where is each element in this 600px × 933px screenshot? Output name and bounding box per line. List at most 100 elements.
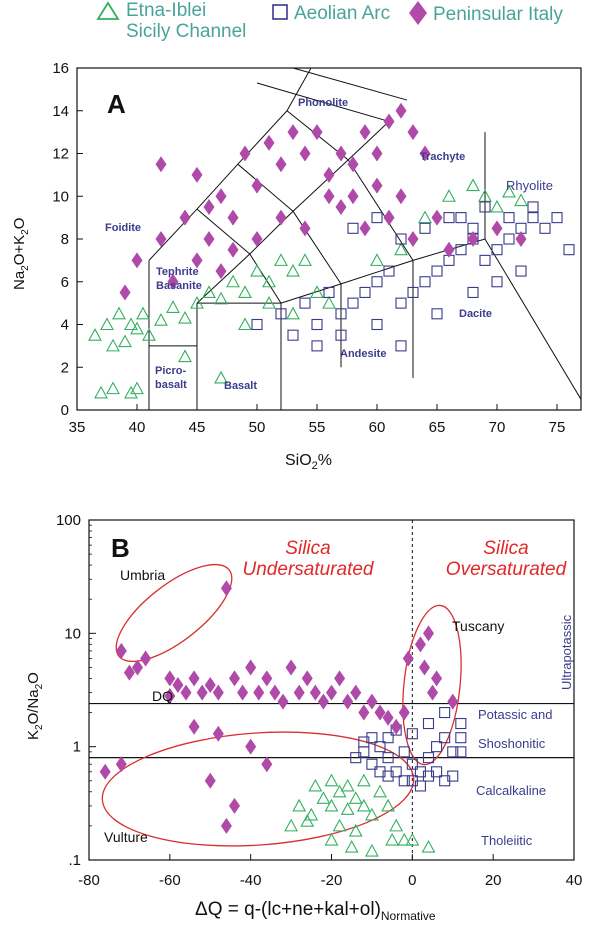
data-point	[310, 285, 324, 298]
data-point	[406, 728, 418, 740]
filled-diamond-icon	[409, 1, 427, 25]
data-point	[309, 684, 321, 701]
data-point	[466, 178, 480, 192]
data-point	[381, 798, 396, 812]
data-point	[167, 273, 179, 290]
a-y-tick-label: 14	[52, 103, 69, 120]
data-point	[414, 780, 426, 792]
data-point	[455, 717, 467, 730]
field-label-basalt: Basalt	[224, 380, 257, 392]
data-point	[190, 295, 204, 309]
data-point	[527, 201, 539, 213]
data-point	[253, 684, 265, 701]
data-point	[317, 693, 329, 710]
data-point	[204, 677, 216, 694]
data-point	[374, 741, 386, 753]
data-point	[124, 385, 138, 399]
data-point	[383, 113, 395, 130]
data-point	[335, 329, 347, 341]
data-point	[455, 244, 467, 256]
data-point	[382, 770, 394, 782]
b-x-tick-label: -80	[78, 872, 100, 889]
data-point	[203, 198, 215, 215]
series-peninsular	[99, 580, 459, 834]
data-point	[180, 684, 192, 701]
data-point	[478, 189, 492, 202]
data-point	[311, 124, 323, 141]
data-point	[398, 746, 410, 758]
data-point	[130, 321, 144, 335]
data-point	[238, 317, 252, 331]
data-point	[324, 773, 339, 787]
b-y-tick-label: 10	[64, 625, 81, 642]
data-point	[94, 385, 108, 399]
series-etna	[88, 178, 528, 399]
data-point	[423, 625, 434, 642]
data-point	[395, 102, 407, 119]
data-point	[214, 370, 228, 384]
data-point	[237, 684, 249, 701]
data-point	[431, 209, 443, 226]
panel-a-letter: A	[107, 89, 126, 119]
data-point	[215, 188, 227, 205]
data-point	[348, 791, 363, 804]
data-point	[422, 752, 435, 764]
b-x-tick-label: -20	[321, 872, 343, 889]
data-point	[106, 381, 120, 395]
data-point	[311, 318, 323, 331]
data-point	[419, 222, 431, 234]
panel-a: 35 40 45 50 55 60 65 70 75 0 2 4 6 8 10 12 14 16 A Phonol…	[11, 60, 582, 472]
data-point	[427, 684, 439, 701]
data-point	[398, 775, 410, 787]
data-point	[371, 318, 383, 331]
data-point	[304, 807, 319, 821]
legend: Etna-Iblei Sicily Channel Aeolian Arc Pe…	[96, 0, 563, 42]
annotation-ultrapotassic: Ultrapotassic	[559, 614, 574, 690]
a-x-tick-label: 70	[489, 419, 506, 436]
data-point	[442, 189, 456, 202]
data-point	[359, 124, 371, 141]
svg-text:K2O/Na2O: K2O/Na2O	[25, 672, 45, 740]
data-point	[203, 231, 215, 247]
data-point	[414, 766, 426, 778]
data-point	[112, 306, 126, 320]
data-point	[503, 233, 515, 245]
panel-b-ticks: -80 -60 -40 -20 0 20 40 .1 1 10 100	[56, 512, 582, 889]
series-aeolian	[251, 201, 575, 352]
data-point	[406, 758, 418, 770]
annotation-calcalkaline: Calcalkaline	[476, 783, 546, 798]
svg-text:Na2O+K2O: Na2O+K2O	[11, 218, 31, 290]
data-point	[191, 252, 203, 269]
data-point	[419, 145, 431, 162]
data-point	[405, 832, 420, 846]
data-point	[395, 297, 407, 309]
data-point	[263, 134, 275, 151]
data-point	[358, 704, 370, 721]
data-point	[119, 284, 131, 301]
data-point	[106, 338, 120, 352]
panel-a-ticks: 35 40 45 50 55 60 65 70 75 0 2 4 6 8 10 12 14 16	[52, 60, 565, 436]
panel-b-letter: B	[111, 533, 130, 563]
data-point	[301, 670, 313, 687]
data-point	[100, 317, 114, 331]
data-point	[389, 818, 404, 832]
data-point	[390, 718, 402, 735]
field-label-dacite: Dacite	[459, 308, 492, 320]
axis-title-b-y: K2O/Na2O	[25, 672, 45, 740]
data-point	[227, 209, 239, 226]
data-point	[335, 145, 347, 162]
data-point	[293, 684, 305, 701]
b-y-tick-label: 100	[56, 512, 81, 529]
a-x-tick-label: 60	[369, 419, 386, 436]
data-point	[251, 231, 263, 247]
data-point	[124, 317, 138, 331]
b-x-tick-label: -60	[159, 872, 181, 889]
legend-item-aeolian: Aeolian Arc	[272, 3, 390, 24]
field-label-phonolite: Phonolite	[298, 97, 348, 109]
tuscany-ellipse	[402, 604, 462, 766]
field-label-picro-basalt: basalt	[155, 379, 187, 391]
data-point	[340, 802, 355, 815]
b-x-tick-label: 40	[566, 872, 583, 889]
data-point	[227, 241, 239, 258]
data-point	[491, 276, 503, 288]
